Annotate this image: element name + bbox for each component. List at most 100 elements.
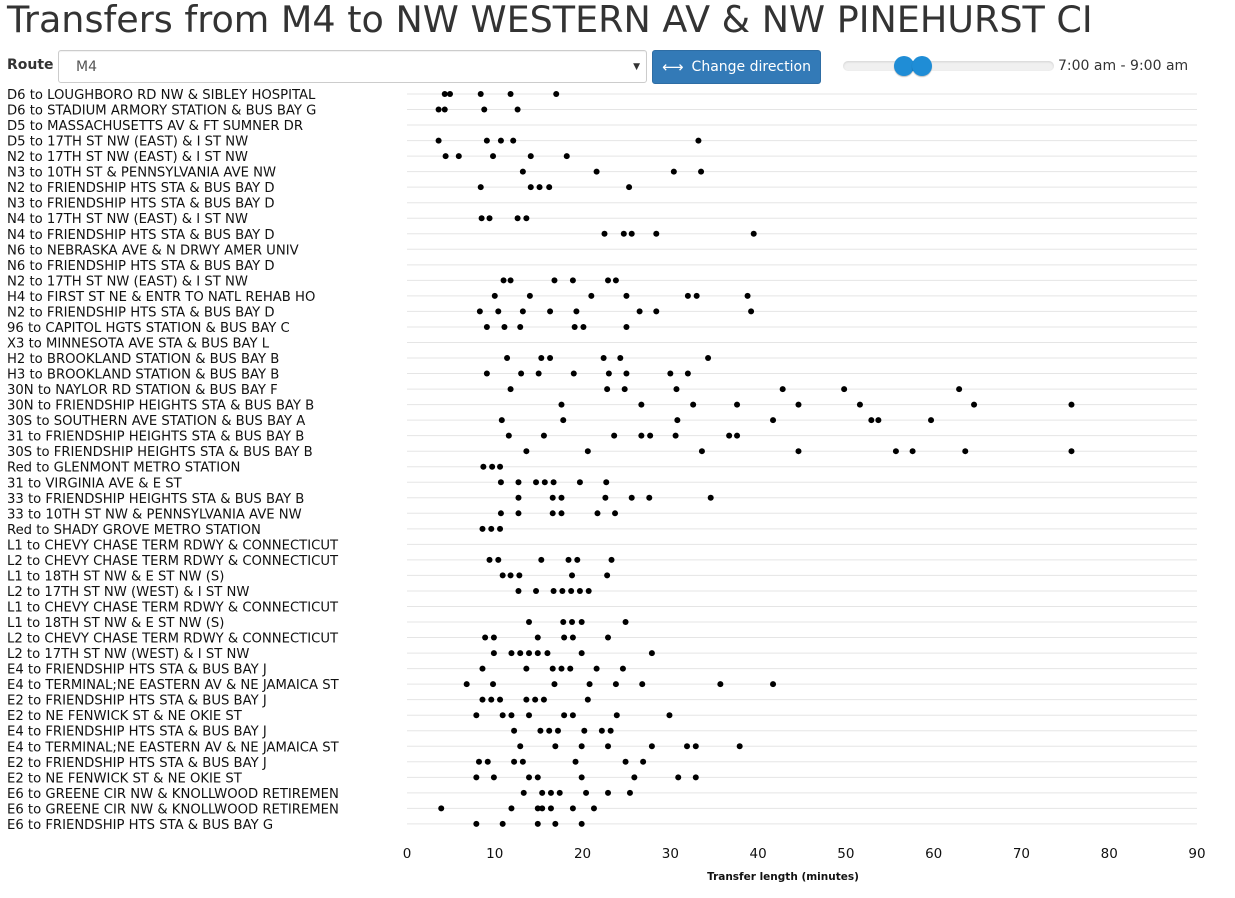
time-slider-track[interactable] — [843, 61, 1054, 71]
data-point — [561, 712, 568, 719]
data-point — [533, 479, 540, 486]
row-label: 31 to FRIENDSHIP HEIGHTS STA & BUS BAY B — [7, 430, 304, 445]
row-label: 30N to FRIENDSHIP HEIGHTS STA & BUS BAY … — [7, 399, 314, 414]
row-label: E6 to GREENE CIR NW & KNOLLWOOD RETIREME… — [7, 787, 339, 802]
data-point — [497, 479, 504, 486]
data-point — [567, 665, 574, 672]
data-point — [674, 417, 681, 424]
time-slider-start-handle[interactable] — [894, 56, 915, 76]
data-point — [547, 355, 554, 362]
data-point — [547, 805, 554, 812]
data-point — [684, 370, 691, 377]
row-label: L1 to 18TH ST NW & E ST NW (S) — [7, 569, 224, 584]
data-point — [648, 743, 655, 750]
data-point — [490, 634, 497, 641]
x-tick-label: 50 — [837, 846, 854, 862]
data-point — [653, 308, 660, 315]
data-point — [526, 712, 533, 719]
data-point — [619, 665, 626, 672]
row-label: H2 to BROOKLAND STATION & BUS BAY B — [7, 352, 279, 367]
page-title: Transfers from M4 to NW WESTERN AV & NW … — [7, 0, 1093, 41]
data-point — [526, 292, 533, 299]
data-point — [486, 215, 493, 222]
data-point — [670, 168, 677, 175]
row-label: L2 to 17TH ST NW (WEST) & I ST NW — [7, 585, 249, 600]
data-point — [547, 308, 554, 315]
data-point — [705, 355, 712, 362]
data-point — [505, 432, 512, 439]
data-point — [795, 448, 802, 455]
row-label: N4 to 17TH ST NW (EAST) & I ST NW — [7, 212, 248, 227]
data-point — [488, 696, 495, 703]
data-point — [583, 789, 590, 796]
data-point — [693, 292, 700, 299]
data-point — [499, 712, 506, 719]
data-point — [550, 587, 557, 594]
time-slider-end-handle[interactable] — [912, 56, 933, 76]
data-point — [477, 91, 484, 97]
data-point — [909, 448, 916, 455]
data-point — [647, 432, 654, 439]
data-point — [497, 696, 504, 703]
data-point — [477, 184, 484, 191]
data-point — [435, 106, 442, 113]
data-point — [536, 184, 543, 191]
data-point — [479, 525, 486, 532]
data-point — [523, 215, 530, 222]
data-point — [438, 805, 445, 812]
data-point — [638, 432, 645, 439]
row-label: H4 to FIRST ST NE & ENTR TO NATL REHAB H… — [7, 290, 315, 305]
data-point — [928, 417, 935, 424]
row-label: L1 to CHEVY CHASE TERM RDWY & CONNECTICU… — [7, 538, 339, 553]
data-point — [622, 619, 629, 626]
data-point — [463, 681, 470, 688]
data-point — [586, 681, 593, 688]
data-point — [621, 386, 628, 393]
data-point — [537, 727, 544, 734]
data-point — [672, 432, 679, 439]
data-point — [569, 712, 576, 719]
row-label: N2 to 17TH ST NW (EAST) & I ST NW — [7, 150, 248, 165]
data-point — [539, 805, 546, 812]
data-point — [584, 696, 591, 703]
data-point — [560, 619, 567, 626]
data-point — [551, 681, 558, 688]
data-point — [612, 510, 619, 517]
data-point — [560, 417, 567, 424]
data-point — [673, 386, 680, 393]
row-label: L2 to 17TH ST NW (WEST) & I ST NW — [7, 647, 249, 662]
data-point — [605, 634, 612, 641]
data-point — [551, 277, 558, 284]
row-label: 30S to FRIENDSHIP HEIGHTS STA & BUS BAY … — [7, 445, 313, 460]
change-direction-button[interactable]: ⟷ Change direction — [652, 50, 821, 84]
data-point — [626, 184, 633, 191]
data-point — [569, 619, 576, 626]
data-point — [779, 386, 786, 393]
data-point — [523, 665, 530, 672]
x-tick-label: 30 — [662, 846, 679, 862]
row-label: N6 to NEBRASKA AVE & N DRWY AMER UNIV — [7, 243, 299, 258]
data-point — [526, 619, 533, 626]
route-select[interactable]: M4 ▼ — [58, 50, 647, 83]
data-point — [750, 230, 757, 237]
data-point — [744, 292, 751, 299]
data-point — [499, 572, 506, 579]
data-point — [519, 308, 526, 315]
row-label: N2 to FRIENDSHIP HTS STA & BUS BAY D — [7, 305, 275, 320]
data-point — [734, 432, 741, 439]
row-label: E2 to NE FENWICK ST & NE OKIE ST — [7, 709, 243, 724]
data-point — [620, 230, 627, 237]
data-point — [636, 308, 643, 315]
data-point — [640, 758, 647, 765]
data-point — [490, 774, 497, 781]
data-point — [497, 525, 504, 532]
data-point — [666, 712, 673, 719]
data-point — [617, 355, 624, 362]
data-point — [479, 696, 486, 703]
row-label: X3 to MINNESOTA AVE STA & BUS BAY L — [7, 336, 270, 351]
data-point — [588, 292, 595, 299]
row-label: 30S to SOUTHERN AVE STATION & BUS BAY A — [7, 414, 305, 429]
data-point — [626, 789, 633, 796]
data-point — [603, 479, 610, 486]
data-point — [483, 137, 490, 144]
